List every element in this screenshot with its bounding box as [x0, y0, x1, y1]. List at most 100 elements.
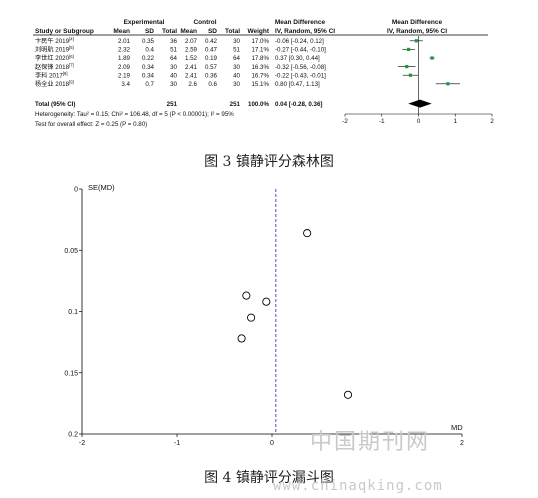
header-ctrl-sd: SD — [208, 28, 217, 35]
study-ctrl-sd: 0.42 — [205, 38, 218, 45]
study-exp-total: 51 — [170, 47, 177, 54]
forest-total-row: Total (95% CI) 251 251 100.0% 0.04 [-0.2… — [35, 101, 322, 108]
study-exp-sd: 0.34 — [142, 72, 155, 79]
effect-square — [406, 47, 411, 51]
study-ci-text: -0.22 [-0.43, -0.01] — [275, 72, 326, 79]
study-reference: [5] — [69, 45, 74, 50]
header-md-title-right: Mean Difference — [392, 19, 443, 26]
funnel-y-tick-label: 0.2 — [68, 432, 78, 439]
effect-square — [414, 39, 418, 43]
study-weight: 15.1% — [251, 81, 269, 88]
forest-x-tick-label: -2 — [342, 118, 348, 125]
funnel-axes: 0 0.05 0.1 0.15 0.2-2 -1 0 1 2 — [64, 187, 464, 448]
study-name: 赵保锋 2018[7] — [35, 62, 74, 70]
header-md-method-left: IV, Random, 95% CI — [275, 28, 335, 35]
total-weight: 100.0% — [248, 101, 269, 108]
study-ctrl-mean: 2.6 — [188, 81, 197, 88]
study-exp-sd: 0.4 — [145, 47, 154, 54]
study-exp-total: 64 — [170, 55, 177, 62]
forest-x-tick-label: -1 — [379, 118, 385, 125]
study-reference: [4] — [69, 37, 74, 42]
study-exp-total: 30 — [170, 81, 177, 88]
study-ctrl-mean: 1.52 — [185, 55, 198, 62]
study-weight: 16.7% — [251, 72, 269, 79]
effect-square — [408, 73, 413, 77]
funnel-y-tick-label: 0.05 — [64, 248, 78, 255]
funnel-y-tick-label: 0.15 — [64, 370, 78, 377]
study-ctrl-mean: 2.07 — [185, 38, 198, 45]
study-point — [242, 291, 251, 300]
funnel-x-tick-label: 1 — [365, 440, 369, 447]
study-exp-total: 40 — [170, 72, 177, 79]
study-weight: 17.0% — [251, 38, 269, 45]
effect-square — [446, 82, 450, 86]
study-exp-total: 30 — [170, 64, 177, 71]
study-name: 李科 2017[8] — [35, 71, 68, 79]
funnel-x-tick-label: -2 — [79, 440, 85, 447]
study-point — [343, 390, 353, 399]
study-ctrl-mean: 2.59 — [185, 47, 198, 54]
study-point — [237, 334, 246, 343]
study-reference: [8] — [63, 71, 68, 76]
funnel-y-label: SE(MD) — [88, 183, 115, 192]
study-exp-mean: 1.89 — [118, 55, 131, 62]
study-ctrl-sd: 0.57 — [205, 64, 218, 71]
header-experimental: Experimental — [124, 19, 165, 26]
study-ctrl-sd: 0.47 — [205, 47, 218, 54]
header-exp-total: Total — [162, 28, 177, 35]
funnel-points — [237, 229, 353, 399]
figure-3-caption: 图 3 镇静评分森林图 — [204, 154, 334, 170]
funnel-x-tick-label: 0 — [270, 440, 274, 447]
total-exp: 251 — [167, 101, 178, 108]
study-ci-text: -0.06 [-0.24, 0.12] — [275, 38, 324, 45]
funnel-x-label: MD — [451, 423, 463, 432]
study-exp-mean: 2.01 — [118, 38, 131, 45]
forest-x-tick-label: 2 — [490, 118, 494, 125]
watermark-cn: 中国期刊网 — [310, 430, 431, 455]
study-name: 李世红 2020[6] — [35, 54, 74, 62]
study-point — [247, 313, 256, 322]
funnel-x-tick-label: -1 — [174, 440, 180, 447]
study-ctrl-mean: 2.41 — [185, 64, 198, 71]
study-ci-text: -0.27 [-0.44, -0.10] — [275, 47, 326, 54]
study-ctrl-total: 51 — [233, 47, 240, 54]
effect-square — [430, 56, 434, 60]
study-reference: [7] — [69, 62, 74, 67]
study-exp-sd: 0.22 — [142, 55, 155, 62]
header-exp-mean: Mean — [113, 28, 130, 35]
pooled-effect-diamond — [408, 99, 432, 108]
study-ctrl-total: 30 — [233, 38, 240, 45]
total-ctrl: 251 — [230, 101, 241, 108]
total-label: Total (95% CI) — [35, 101, 75, 108]
study-exp-sd: 0.34 — [142, 64, 155, 71]
overall-effect-text: Test for overall effect: Z = 0.25 (P = 0… — [35, 121, 147, 128]
study-point — [262, 297, 271, 306]
funnel-x-tick-label: 2 — [460, 440, 464, 447]
study-exp-total: 36 — [170, 38, 177, 45]
study-name: 刘明航 2019[5] — [35, 45, 74, 53]
study-ctrl-total: 64 — [233, 55, 240, 62]
study-ci-text: -0.32 [-0.56, -0.08] — [275, 64, 326, 71]
forest-study-rows: 卞民午 2019[4] 2.01 0.35 36 2.07 0.42 30 17.0% -0.0… — [35, 37, 326, 88]
forest-plot: Experimental Control Mean Difference Mea… — [33, 19, 494, 128]
study-exp-sd: 0.7 — [145, 81, 154, 88]
header-exp-sd: SD — [145, 28, 154, 35]
study-exp-mean: 2.32 — [118, 47, 131, 54]
total-ci: 0.04 [-0.28, 0.36] — [275, 101, 322, 108]
study-name: 杨全业 2018[9] — [35, 80, 74, 88]
forest-column-headers: Experimental Control Mean Difference Mea… — [35, 19, 447, 35]
header-control: Control — [193, 19, 216, 26]
study-exp-mean: 2.19 — [118, 72, 131, 79]
study-ctrl-total: 30 — [233, 81, 240, 88]
header-md-method-right: IV, Random, 95% CI — [387, 28, 447, 35]
header-ctrl-mean: Mean — [180, 28, 197, 35]
study-ctrl-sd: 0.36 — [205, 72, 218, 79]
header-weight: Weight — [247, 28, 269, 35]
funnel-y-tick-label: 0.1 — [68, 309, 78, 316]
study-exp-mean: 2.09 — [118, 64, 131, 71]
study-weight: 17.8% — [251, 55, 269, 62]
study-ctrl-sd: 0.19 — [205, 55, 218, 62]
figure-4-caption: 图 4 镇静评分漏斗图 — [204, 470, 334, 486]
effect-square — [405, 65, 409, 69]
forest-plot-area: -2 -1 0 1 2 — [342, 36, 494, 125]
